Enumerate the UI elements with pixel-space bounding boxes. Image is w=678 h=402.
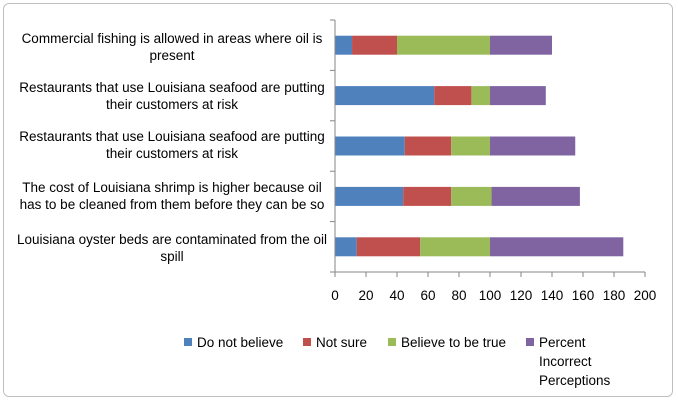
x-tick-label: 100 xyxy=(478,288,502,303)
legend-label: Incorrect xyxy=(539,354,592,369)
bar-not-sure-row-1 xyxy=(352,35,397,55)
x-tick-label: 40 xyxy=(389,288,405,303)
category-label-oyster-beds: Louisiana oyster beds are contaminated f… xyxy=(14,231,330,265)
bar-not-sure-row-2 xyxy=(434,86,472,106)
bar-not-sure-row-5 xyxy=(356,237,421,257)
bar-believe-to-be-true-row-4 xyxy=(451,186,492,206)
category-label-line: their customers at risk xyxy=(105,97,239,112)
legend-swatch xyxy=(526,338,534,346)
legend-label: Perceptions xyxy=(539,373,611,388)
x-tick-label: 160 xyxy=(571,288,595,303)
legend-label: Not sure xyxy=(316,335,368,350)
legend-swatch xyxy=(184,338,192,346)
bar-not-sure-row-3 xyxy=(404,136,452,156)
bar-believe-to-be-true-row-3 xyxy=(451,136,490,156)
x-tick-label: 120 xyxy=(509,288,533,303)
category-label-line: has to be cleaned from them before they … xyxy=(19,197,325,212)
bar-group xyxy=(335,35,624,257)
x-tick-label: 180 xyxy=(602,288,626,303)
x-tick-label: 0 xyxy=(331,288,339,303)
category-label-restaurants-2: Restaurants that use Louisiana seafood a… xyxy=(14,128,330,162)
bar-do-not-believe-row-5 xyxy=(335,237,357,257)
legend-label: Do not believe xyxy=(197,335,284,350)
x-tick-label: 200 xyxy=(633,288,657,303)
bar-believe-to-be-true-row-1 xyxy=(397,35,490,55)
bar-percent-incorrect-perceptions-row-2 xyxy=(490,86,546,106)
category-label-line: Restaurants that use Louisiana seafood a… xyxy=(19,80,325,95)
legend-swatch xyxy=(388,338,396,346)
bar-percent-incorrect-perceptions-row-3 xyxy=(490,136,576,156)
legend-label: Percent xyxy=(539,335,586,350)
x-tick-label: 80 xyxy=(451,288,467,303)
category-label-shrimp-cost: The cost of Louisiana shrimp is higher b… xyxy=(14,179,330,213)
bar-do-not-believe-row-2 xyxy=(335,86,435,106)
category-label-restaurants-1: Restaurants that use Louisiana seafood a… xyxy=(14,79,330,113)
bar-do-not-believe-row-3 xyxy=(335,136,405,156)
bar-believe-to-be-true-row-5 xyxy=(420,237,490,257)
bar-not-sure-row-4 xyxy=(403,186,452,206)
category-label-line: Restaurants that use Louisiana seafood a… xyxy=(19,129,325,144)
x-tick-label: 20 xyxy=(358,288,374,303)
category-label-line: spill xyxy=(160,249,184,264)
category-label-line: Louisiana oyster beds are contaminated f… xyxy=(17,232,327,247)
bar-percent-incorrect-perceptions-row-4 xyxy=(491,186,580,206)
legend-label: Believe to be true xyxy=(401,335,507,350)
x-axis-ticks xyxy=(330,19,646,277)
category-label-line: their customers at risk xyxy=(105,146,239,161)
bar-believe-to-be-true-row-2 xyxy=(471,86,490,106)
bar-do-not-believe-row-1 xyxy=(335,35,353,55)
bar-do-not-believe-row-4 xyxy=(335,186,404,206)
category-label-line: The cost of Louisiana shrimp is higher b… xyxy=(22,180,322,195)
category-label-commercial-fishing: Commercial fishing is allowed in areas w… xyxy=(14,30,330,64)
category-label-line: present xyxy=(149,48,195,63)
x-tick-label: 140 xyxy=(540,288,564,303)
category-label-line: Commercial fishing is allowed in areas w… xyxy=(21,31,323,46)
x-tick-label: 60 xyxy=(420,288,436,303)
bar-percent-incorrect-perceptions-row-1 xyxy=(490,35,552,55)
bar-percent-incorrect-perceptions-row-5 xyxy=(490,237,624,257)
legend-swatch xyxy=(303,338,311,346)
